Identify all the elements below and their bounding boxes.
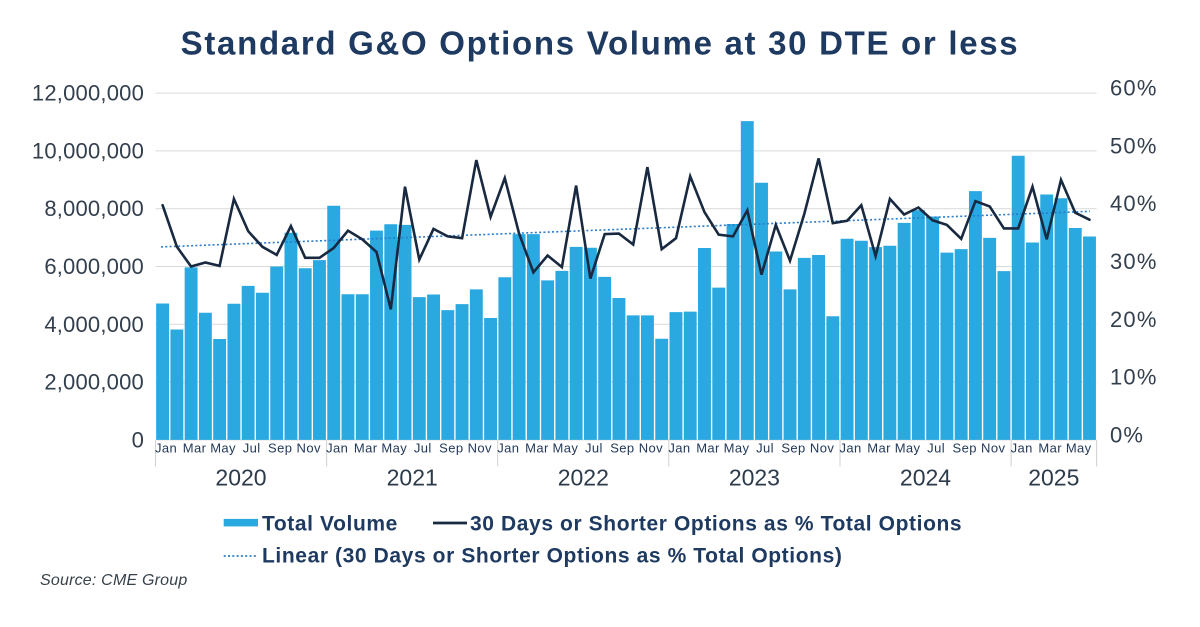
svg-text:60%: 60%	[1110, 76, 1158, 101]
svg-text:Sep: Sep	[610, 441, 634, 456]
svg-text:Jan: Jan	[497, 441, 519, 456]
svg-text:Jul: Jul	[756, 441, 774, 456]
svg-text:Sep: Sep	[953, 441, 977, 456]
svg-text:2024: 2024	[900, 465, 951, 491]
svg-text:Jan: Jan	[840, 441, 862, 456]
svg-text:8,000,000: 8,000,000	[44, 196, 144, 221]
svg-text:Nov: Nov	[468, 441, 492, 456]
svg-text:Sep: Sep	[268, 441, 292, 456]
svg-text:Mar: Mar	[183, 441, 207, 456]
svg-text:May: May	[553, 441, 579, 456]
svg-text:20%: 20%	[1110, 307, 1158, 332]
svg-text:May: May	[895, 441, 921, 456]
svg-text:50%: 50%	[1110, 133, 1158, 158]
svg-text:2022: 2022	[558, 465, 609, 491]
svg-text:Jan: Jan	[1011, 441, 1033, 456]
svg-text:Sep: Sep	[439, 441, 463, 456]
svg-text:Mar: Mar	[867, 441, 891, 456]
svg-text:May: May	[210, 441, 236, 456]
svg-text:Mar: Mar	[354, 441, 378, 456]
svg-text:10,000,000: 10,000,000	[32, 138, 144, 163]
svg-text:12,000,000: 12,000,000	[32, 81, 144, 106]
svg-text:0: 0	[132, 427, 144, 452]
svg-text:2,000,000: 2,000,000	[44, 370, 144, 395]
svg-text:Nov: Nov	[639, 441, 663, 456]
svg-text:Nov: Nov	[810, 441, 834, 456]
svg-text:May: May	[724, 441, 750, 456]
svg-text:Source: CME Group: Source: CME Group	[40, 572, 187, 589]
svg-text:2021: 2021	[387, 465, 438, 491]
svg-text:Standard G&O Options Volume at: Standard G&O Options Volume at 30 DTE or…	[181, 25, 1020, 62]
svg-text:Mar: Mar	[1038, 441, 1062, 456]
svg-text:6,000,000: 6,000,000	[44, 254, 144, 279]
svg-text:Total Volume: Total Volume	[262, 513, 398, 536]
svg-text:Mar: Mar	[696, 441, 720, 456]
svg-text:40%: 40%	[1110, 191, 1158, 216]
svg-text:Jan: Jan	[326, 441, 348, 456]
svg-text:May: May	[1066, 441, 1092, 456]
svg-text:Sep: Sep	[781, 441, 805, 456]
svg-text:Jul: Jul	[243, 441, 261, 456]
svg-text:Jul: Jul	[927, 441, 945, 456]
svg-text:2023: 2023	[729, 465, 780, 491]
svg-text:Mar: Mar	[525, 441, 549, 456]
svg-text:2020: 2020	[215, 465, 266, 491]
svg-text:Nov: Nov	[297, 441, 321, 456]
svg-text:4,000,000: 4,000,000	[44, 312, 144, 337]
svg-text:Jan: Jan	[155, 441, 177, 456]
svg-text:Jul: Jul	[585, 441, 603, 456]
svg-text:30%: 30%	[1110, 249, 1158, 274]
svg-text:Jul: Jul	[414, 441, 432, 456]
svg-text:Jan: Jan	[668, 441, 690, 456]
svg-text:Linear (30 Days or Shorter Opt: Linear (30 Days or Shorter Options as % …	[262, 545, 842, 568]
svg-text:30 Days or Shorter Options as: 30 Days or Shorter Options as % Total Op…	[470, 513, 962, 536]
svg-text:Nov: Nov	[981, 441, 1005, 456]
svg-text:0%: 0%	[1110, 422, 1144, 447]
svg-text:2025: 2025	[1028, 465, 1079, 491]
svg-text:10%: 10%	[1110, 365, 1158, 390]
svg-text:May: May	[381, 441, 407, 456]
